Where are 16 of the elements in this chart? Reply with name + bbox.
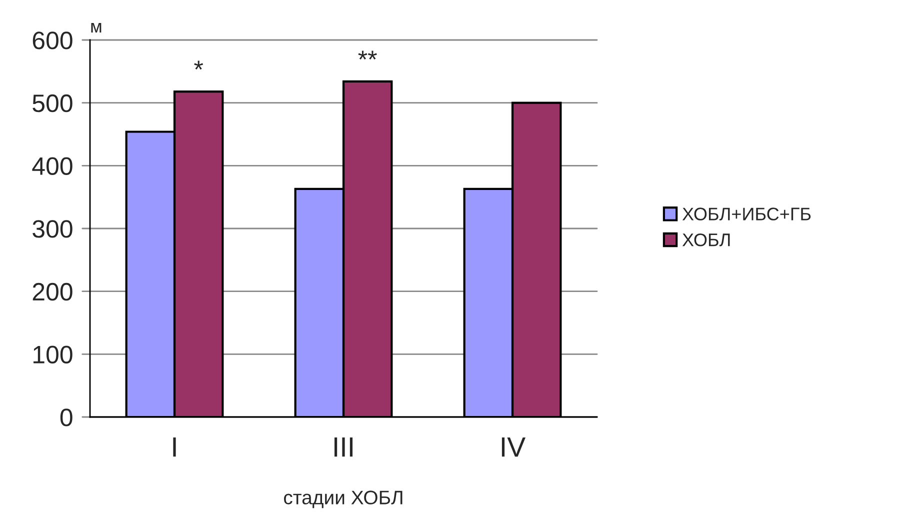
legend-label: ХОБЛ xyxy=(682,233,730,246)
x-tick-label: I xyxy=(173,437,176,457)
y-tick-label: 300 xyxy=(32,220,72,238)
y-tick-label: 600 xyxy=(32,32,72,50)
y-tick-label: 500 xyxy=(32,94,72,112)
legend-label: ХОБЛ+ИБС+ГБ xyxy=(682,208,811,220)
x-tick-label: IV xyxy=(502,437,526,457)
annotation: * xyxy=(194,60,204,70)
y-tick-label: 0 xyxy=(60,408,72,426)
x-tick-label: III xyxy=(334,437,353,457)
annotation: ** xyxy=(358,50,377,60)
y-tick-label: 400 xyxy=(32,157,72,175)
y-tick-label: 100 xyxy=(34,346,72,364)
y-axis-title: м xyxy=(91,22,102,32)
y-tick-label: 200 xyxy=(32,282,72,301)
x-axis-title: стадии ХОБЛ xyxy=(284,490,402,508)
